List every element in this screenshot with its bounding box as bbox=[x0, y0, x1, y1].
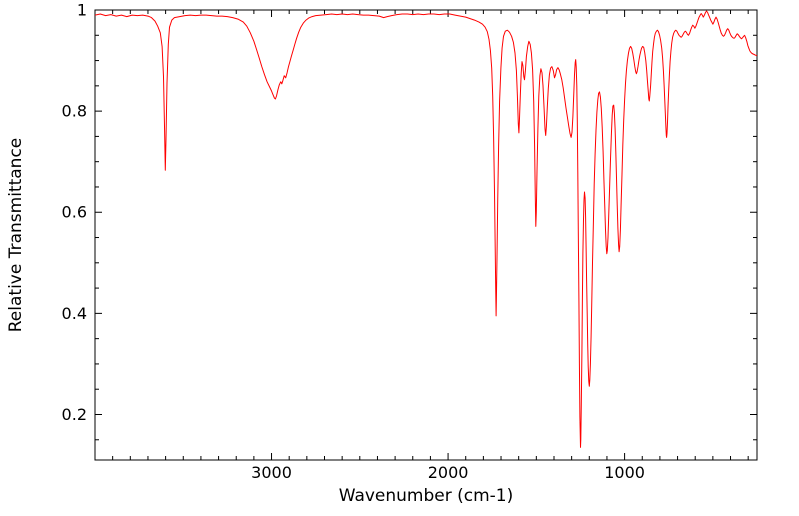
plot-border bbox=[94, 9, 758, 461]
y-tick-label: 0.2 bbox=[62, 405, 87, 424]
x-axis-label: Wavenumber (cm-1) bbox=[338, 486, 514, 506]
spectrum-line bbox=[95, 10, 757, 448]
y-tick-label: 0.6 bbox=[62, 203, 87, 222]
y-tick-label: 0.4 bbox=[62, 304, 87, 323]
y-tick-label: 1 bbox=[77, 1, 87, 20]
y-tick-label: 0.8 bbox=[62, 102, 87, 121]
x-tick-label: 1000 bbox=[604, 463, 645, 482]
x-tick-label: 2000 bbox=[428, 463, 469, 482]
y-axis-label: Relative Transmittance bbox=[6, 137, 26, 333]
x-tick-label: 3000 bbox=[251, 463, 292, 482]
